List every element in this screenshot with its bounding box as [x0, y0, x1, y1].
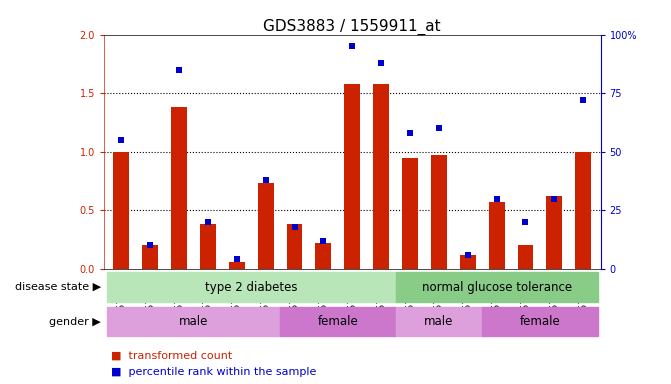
Bar: [396, 272, 598, 302]
Point: [318, 238, 329, 244]
Bar: [113, 152, 130, 269]
Point: [145, 242, 156, 248]
Point: [376, 60, 386, 66]
Point: [462, 252, 473, 258]
Bar: [171, 107, 187, 269]
Point: [347, 43, 358, 50]
Text: type 2 diabetes: type 2 diabetes: [205, 281, 297, 293]
Title: GDS3883 / 1559911_at: GDS3883 / 1559911_at: [264, 18, 441, 35]
Point: [491, 195, 502, 202]
Point: [433, 125, 444, 131]
Bar: [280, 307, 396, 336]
Point: [405, 130, 415, 136]
Text: ■  percentile rank within the sample: ■ percentile rank within the sample: [111, 367, 316, 377]
Bar: [287, 224, 303, 269]
Text: disease state ▶: disease state ▶: [15, 282, 101, 292]
Bar: [107, 272, 396, 302]
Bar: [344, 84, 360, 269]
Point: [231, 257, 242, 263]
Bar: [315, 243, 331, 269]
Text: female: female: [317, 315, 358, 328]
Bar: [546, 196, 562, 269]
Text: gender ▶: gender ▶: [49, 316, 101, 327]
Point: [289, 223, 300, 230]
Point: [549, 195, 560, 202]
Bar: [142, 245, 158, 269]
Bar: [575, 152, 591, 269]
Bar: [200, 224, 216, 269]
Bar: [431, 155, 447, 269]
Text: male: male: [178, 315, 208, 328]
Bar: [373, 84, 389, 269]
Bar: [107, 307, 280, 336]
Bar: [396, 307, 482, 336]
Bar: [488, 202, 505, 269]
Point: [116, 137, 127, 143]
Bar: [482, 307, 598, 336]
Bar: [229, 262, 245, 269]
Text: ■  transformed count: ■ transformed count: [111, 350, 232, 360]
Text: female: female: [519, 315, 560, 328]
Bar: [517, 245, 533, 269]
Bar: [460, 255, 476, 269]
Point: [174, 67, 185, 73]
Point: [260, 177, 271, 183]
Point: [203, 219, 213, 225]
Text: normal glucose tolerance: normal glucose tolerance: [421, 281, 572, 293]
Bar: [258, 183, 274, 269]
Bar: [402, 157, 418, 269]
Point: [520, 219, 531, 225]
Point: [578, 97, 588, 103]
Text: male: male: [424, 315, 454, 328]
